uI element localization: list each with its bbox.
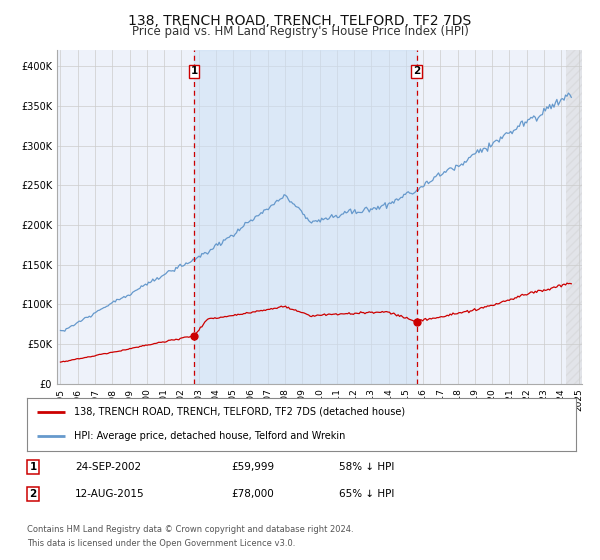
Text: £59,999: £59,999 [231,462,274,472]
Text: 2: 2 [413,66,420,76]
Text: 1: 1 [190,66,197,76]
Text: 58% ↓ HPI: 58% ↓ HPI [339,462,394,472]
Text: 12-AUG-2015: 12-AUG-2015 [75,489,145,499]
Text: £78,000: £78,000 [231,489,274,499]
Bar [194,50,416,384]
Text: 65% ↓ HPI: 65% ↓ HPI [339,489,394,499]
Bar [566,50,582,384]
Text: 138, TRENCH ROAD, TRENCH, TELFORD, TF2 7DS: 138, TRENCH ROAD, TRENCH, TELFORD, TF2 7… [128,14,472,28]
Text: HPI: Average price, detached house, Telford and Wrekin: HPI: Average price, detached house, Telf… [74,431,345,441]
Text: Contains HM Land Registry data © Crown copyright and database right 2024.: Contains HM Land Registry data © Crown c… [27,525,353,534]
Text: This data is licensed under the Open Government Licence v3.0.: This data is licensed under the Open Gov… [27,539,295,548]
Text: 24-SEP-2002: 24-SEP-2002 [75,462,141,472]
Text: 138, TRENCH ROAD, TRENCH, TELFORD, TF2 7DS (detached house): 138, TRENCH ROAD, TRENCH, TELFORD, TF2 7… [74,407,405,417]
Text: Price paid vs. HM Land Registry's House Price Index (HPI): Price paid vs. HM Land Registry's House … [131,25,469,38]
Text: 2: 2 [29,489,37,499]
Text: 1: 1 [29,462,37,472]
